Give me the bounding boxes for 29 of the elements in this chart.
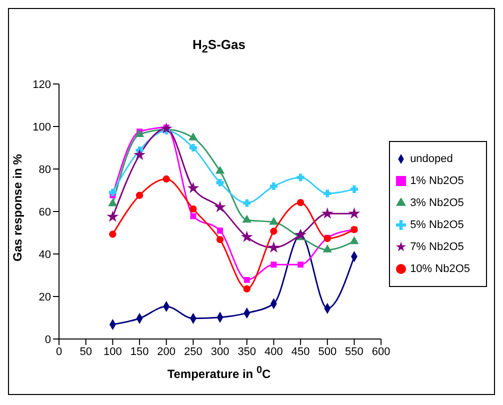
x-tick-label: 600	[372, 346, 390, 358]
y-tick-label: 120	[32, 78, 51, 91]
x-tick-label: 200	[157, 346, 176, 358]
x-tick-label: 400	[264, 346, 283, 358]
x-tick-label: 100	[103, 346, 122, 358]
legend-label: 10% Nb2O5	[410, 263, 470, 275]
legend-label: 7% Nb2O5	[410, 241, 464, 253]
x-tick-label: 250	[184, 346, 202, 358]
y-tick-label: 80	[38, 164, 51, 176]
x-axis-title: Temperature in $^{0}$C	[166, 365, 272, 381]
x-tick-label: 500	[318, 346, 337, 358]
x-tick-label: 0	[56, 346, 62, 358]
y-tick-label: 20	[38, 291, 51, 304]
y-tick-label: 60	[38, 206, 51, 218]
x-tick-label: 50	[80, 346, 92, 358]
x-tick-label: 150	[130, 346, 149, 358]
legend-label: 3% Nb2O5	[410, 197, 464, 209]
y-tick-label: 0	[44, 334, 51, 346]
legend-label: undoped	[410, 153, 453, 165]
y-axis-title: Gas response in %	[10, 154, 24, 262]
x-tick-label: 550	[345, 346, 364, 358]
chart-title: H$_{2}$S-Gas	[192, 37, 246, 56]
x-tick-label: 450	[291, 346, 310, 358]
x-tick-label: 300	[210, 346, 230, 358]
y-tick-label: 100	[32, 121, 51, 134]
y-tick-label: 40	[38, 248, 51, 261]
x-tick-label: 350	[238, 346, 256, 358]
legend-label: 1% Nb2O5	[410, 175, 464, 187]
legend-label: 5% Nb2O5	[410, 219, 464, 231]
